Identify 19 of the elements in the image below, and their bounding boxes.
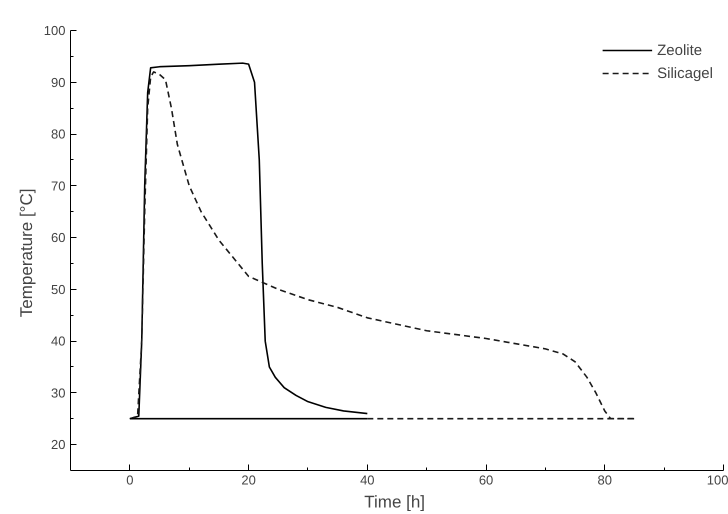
x-axis-title: Time [h] (364, 492, 426, 512)
y-tick-label: 60 (51, 230, 66, 246)
y-tick-label: 80 (51, 126, 66, 142)
x-tick-label: 60 (478, 472, 494, 488)
y-tick-label: 90 (51, 74, 66, 90)
x-tick-label: 40 (360, 472, 375, 488)
y-tick-label: 100 (44, 23, 66, 38)
x-tick-label: 0 (126, 472, 134, 488)
legend-label: Zeolite (657, 42, 702, 58)
y-tick-label: 70 (51, 178, 66, 194)
x-tick-label: 20 (241, 472, 256, 488)
legend-label: Silicagel (657, 64, 713, 82)
y-tick-label: 40 (51, 334, 66, 349)
y-tick-label: 30 (51, 385, 66, 400)
y-tick-label: 20 (51, 437, 66, 452)
x-tick-label: 80 (598, 472, 612, 488)
x-tick-label: 100 (706, 472, 728, 488)
y-tick-label: 50 (51, 282, 66, 297)
y-axis-title: Temperature [°C] (16, 188, 36, 318)
